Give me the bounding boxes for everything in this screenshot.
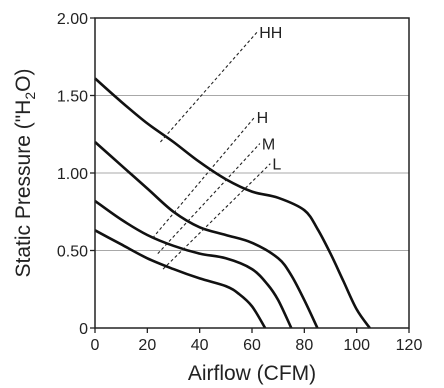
series-curve-l [94,229,267,329]
x-tick-label: 40 [191,337,209,354]
leader-line-h [152,116,256,239]
y-tick-label: 1.50 [57,89,88,106]
tick-layer: 0 0.50 1.00 1.50 2.00 0 20 40 60 80 100 120 [57,11,423,354]
x-tick-label: 60 [243,337,261,354]
y-tick-label: 2.00 [57,11,88,28]
y-axis-title-end: O) [12,69,35,92]
y-axis-title: Static Pressure ("H2O) [12,69,38,278]
grid-layer [95,95,409,251]
curve-label-m: M [262,137,275,154]
curve-label-hh: HH [259,25,282,42]
x-tick-label: 80 [295,337,313,354]
y-tick-label: 0.50 [57,244,88,261]
series-curve-hh [94,77,371,329]
x-tick-label: 20 [138,337,156,354]
y-axis-title-main: Static Pressure ("H [12,100,35,278]
series-curve-m [94,199,293,329]
leader-line-hh [160,31,258,143]
y-tick-label: 1.00 [57,166,88,183]
curve-label-l: L [272,157,281,174]
x-axis-title: Airflow (CFM) [188,362,316,385]
x-tick-label: 120 [396,337,423,354]
curve-layer [94,77,371,329]
curve-label-h: H [257,110,269,127]
y-tick-label: 0 [79,321,88,338]
x-tick-label: 100 [343,337,370,354]
y-axis-title-subscript: 2 [22,92,38,100]
leader-line-m [157,143,261,254]
x-tick-label: 0 [91,337,100,354]
series-curve-h [94,141,319,329]
